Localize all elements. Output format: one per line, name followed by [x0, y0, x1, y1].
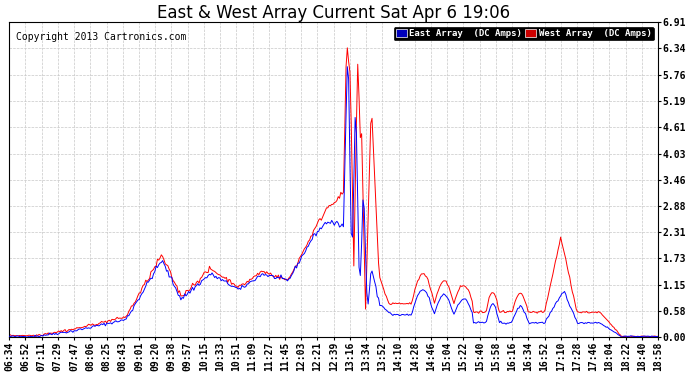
- Legend: East Array  (DC Amps), West Array  (DC Amps): East Array (DC Amps), West Array (DC Amp…: [393, 27, 653, 40]
- Title: East & West Array Current Sat Apr 6 19:06: East & West Array Current Sat Apr 6 19:0…: [157, 4, 510, 22]
- Text: Copyright 2013 Cartronics.com: Copyright 2013 Cartronics.com: [16, 32, 186, 42]
